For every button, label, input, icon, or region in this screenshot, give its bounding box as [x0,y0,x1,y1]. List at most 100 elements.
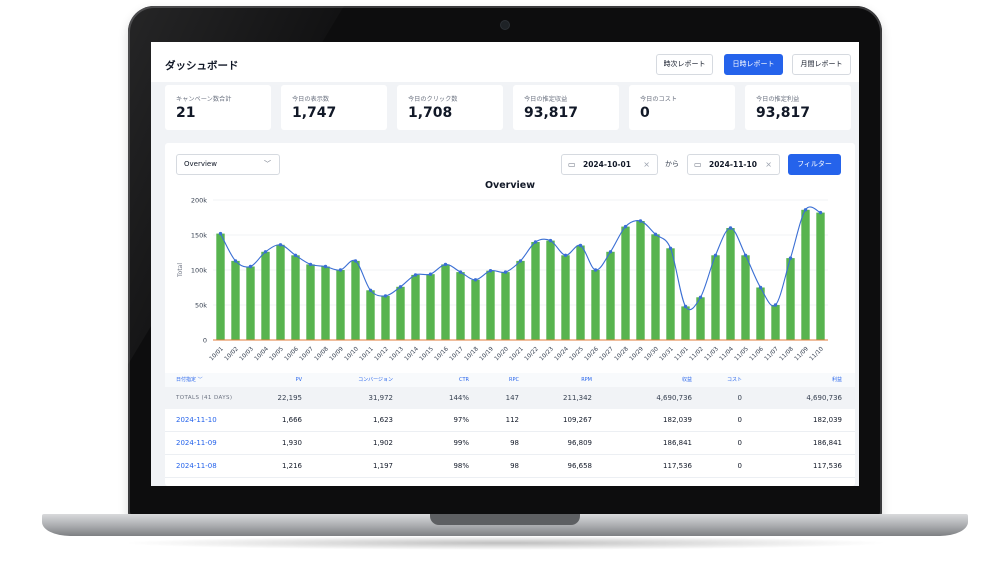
header-pv[interactable]: PV [295,377,302,383]
bar [591,270,600,340]
header-date[interactable]: 日付指定 ﹀ [176,377,203,383]
line-point [428,272,433,276]
x-tick-label: 10/09 [329,346,345,362]
row-rpc: 98 [510,439,519,447]
line-point [233,259,238,263]
x-tick-label: 10/10 [344,346,360,362]
laptop-base [42,514,968,536]
row-revenue: 117,536 [663,462,692,470]
x-tick-label: 10/28 [614,346,630,362]
monthly-report-button[interactable]: 月間レポート [792,54,851,75]
line-point [758,285,763,290]
bar [231,260,240,340]
header-conversion[interactable]: コンバージョン [358,377,393,383]
x-tick-label: 11/03 [704,346,720,362]
row-pv: 1,930 [281,439,302,447]
totals-label: TOTALS (41 DAYS) [176,395,233,401]
header-profit[interactable]: 利益 [831,377,842,383]
line-point [578,243,583,248]
bar [366,290,375,340]
bar [561,255,570,340]
bar [396,286,405,340]
kpi-value: 21 [176,105,196,121]
kpi-card-clicks: 今日のクリック数 1,708 [397,85,503,130]
line-point [218,231,223,236]
kpi-card-campaigns: キャンペーン数合計 21 [165,85,271,130]
hourly-report-button[interactable]: 時次レポート [656,54,713,75]
x-tick-label: 11/08 [779,346,795,362]
date-from-value: 2024-10-01 [583,160,631,169]
line-point [713,253,718,257]
table-header: 日付指定 ﹀ PV コンバージョン CTR RPC RPM 収益 コスト 利益 [165,373,855,387]
y-tick-label: 50k [195,302,207,310]
totals-profit: 4,690,736 [806,394,842,402]
row-conversion: 1,902 [372,439,393,447]
laptop-notch [430,514,580,525]
x-tick-label: 11/10 [809,346,825,362]
kpi-value: 0 [640,105,650,121]
totals-rpc: 147 [505,394,519,402]
kpi-value: 1,747 [292,105,337,121]
bar [411,274,420,340]
line-point [383,294,388,298]
x-tick-label: 10/06 [284,346,300,362]
y-tick-label: 100k [191,267,207,275]
view-select[interactable]: Overview ﹀ [176,154,280,175]
bar [546,240,555,340]
clear-date-from-icon[interactable]: × [643,160,650,169]
line-point [803,208,808,212]
x-tick-label: 11/04 [719,346,735,362]
x-tick-label: 10/12 [374,346,390,362]
bar [681,306,690,340]
x-tick-label: 10/11 [359,346,375,362]
header-rpm[interactable]: RPM [581,377,592,383]
line-point [458,270,463,274]
view-select-value: Overview [184,160,217,168]
kpi-value: 1,708 [408,105,453,121]
row-date-link[interactable]: 2024-11-08 [176,462,217,470]
line-point [353,259,358,263]
bar [306,264,315,340]
x-tick-label: 10/17 [449,346,465,362]
line-point [788,256,793,260]
page-title: ダッシュボード [165,60,239,72]
bar [351,260,360,340]
bar [771,305,780,340]
row-profit: 117,536 [813,462,842,470]
header-cost[interactable]: コスト [726,377,742,383]
y-axis-label: Total [177,263,184,278]
kpi-label: キャンペーン数合計 [176,96,232,103]
bar [246,266,255,340]
line-point [593,268,598,272]
y-tick-label: 200k [191,197,207,205]
bar [606,251,615,340]
totals-revenue: 4,690,736 [656,394,692,402]
bar [261,251,270,340]
header-rpc[interactable]: RPC [509,377,519,383]
header-revenue[interactable]: 収益 [681,377,692,383]
row-date-link[interactable]: 2024-11-09 [176,439,217,447]
row-date-link[interactable]: 2024-11-10 [176,416,217,424]
header-ctr[interactable]: CTR [458,377,469,383]
x-tick-label: 10/22 [524,346,540,362]
daily-report-button[interactable]: 日時レポート [724,54,783,75]
filter-button[interactable]: フィルター [788,154,841,175]
row-rpc: 98 [510,462,519,470]
row-rpm: 96,809 [567,439,593,447]
line-point [488,269,493,273]
x-tick-label: 10/01 [209,346,225,362]
camera-icon [500,20,510,30]
row-conversion: 1,197 [372,462,393,470]
kpi-label: 今日の推定利益 [756,96,800,103]
line-point [278,243,283,247]
line-point [533,240,538,244]
date-to-field[interactable]: ▭ 2024-11-10 × [687,154,780,175]
row-rpm: 96,658 [567,462,593,470]
bar [636,221,645,340]
x-tick-label: 10/08 [314,346,330,362]
clear-date-to-icon[interactable]: × [765,160,772,169]
bar [456,272,465,340]
x-tick-label: 10/23 [539,346,555,362]
date-from-field[interactable]: ▭ 2024-10-01 × [561,154,658,175]
